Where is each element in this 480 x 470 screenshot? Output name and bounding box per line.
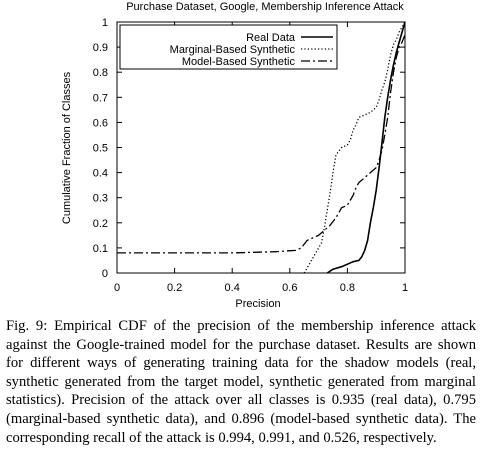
- y-tick-labels: 0 0.1 0.2 0.3 0.4 0.5 0.6 0.7 0.8 0.9 1: [93, 17, 108, 280]
- x-tick-label: 0.8: [340, 282, 355, 294]
- chart-title: Purchase Dataset, Google, Membership Inf…: [126, 1, 404, 13]
- y-axis-label: Cumulative Fraction of Classes: [61, 71, 73, 224]
- x-axis-label: Precision: [235, 298, 280, 310]
- y-tick-label: 0.6: [93, 117, 108, 129]
- x-tick-label: 1: [402, 282, 408, 294]
- x-tick-label: 0.2: [167, 282, 182, 294]
- y-tick-label: 0.5: [93, 143, 108, 155]
- figure-caption: Fig. 9: Empirical CDF of the precision o…: [6, 318, 476, 446]
- legend-label-1: Real Data: [246, 32, 296, 44]
- legend-box: [119, 24, 338, 70]
- x-tick-label: 0: [114, 282, 120, 294]
- x-tick-label: 0.4: [225, 282, 240, 294]
- legend-label-3: Model-Based Synthetic: [182, 56, 296, 68]
- series-line-3: [117, 34, 406, 254]
- x-tick-label: 0.6: [282, 282, 297, 294]
- y-tick-label: 0.7: [93, 92, 108, 104]
- series-lines: [117, 21, 406, 274]
- legend-label-2: Marginal-Based Synthetic: [170, 44, 296, 56]
- series-line-2: [303, 21, 406, 274]
- cdf-chart: Purchase Dataset, Google, Membership Inf…: [61, 1, 408, 310]
- y-tick-label: 0.9: [93, 42, 108, 54]
- x-tick-labels: 0 0.2 0.4 0.6 0.8 1: [114, 282, 408, 294]
- y-tick-label: 0.2: [93, 218, 108, 230]
- y-tick-label: 1: [102, 17, 108, 29]
- y-tick-label: 0.4: [93, 168, 108, 180]
- y-tick-label: 0.1: [93, 243, 108, 255]
- y-tick-label: 0.8: [93, 67, 108, 79]
- series-line-1: [326, 21, 406, 274]
- y-tick-label: 0: [102, 268, 108, 280]
- y-tick-label: 0.3: [93, 193, 108, 205]
